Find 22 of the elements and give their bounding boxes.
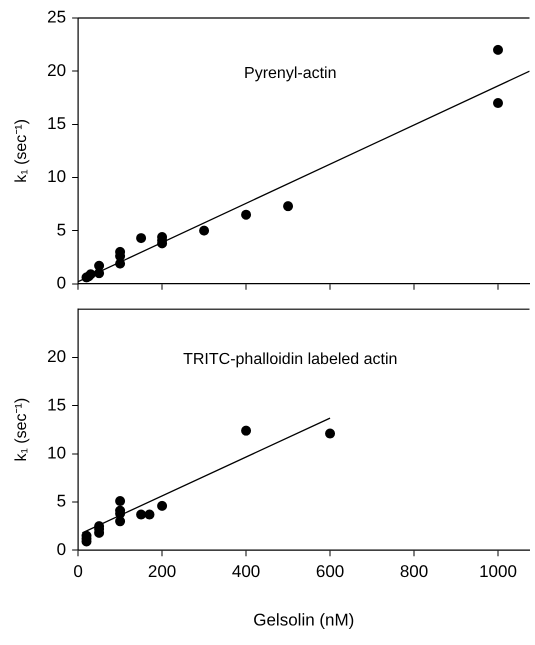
x-tick-label: 1000 [479,562,517,582]
annotation: Pyrenyl-actin [244,65,337,82]
y-tick-label: 20 [47,60,66,80]
x-tick-label: 400 [232,562,260,582]
y-tick-label: 10 [47,167,66,186]
x-tick-label: 0 [73,562,83,582]
y-tick-label: 25 [47,8,66,27]
y-tick-label: 15 [47,395,66,414]
y-tick-label: 15 [47,114,66,134]
y-axis-title: k₁ (sec⁻¹) [13,398,30,462]
y-tick-label: 5 [56,492,66,511]
y-tick-label: 0 [56,273,66,292]
x-axis-title: Gelsolin (nM) [253,610,354,630]
y-tick-label: 10 [47,443,66,462]
x-tick-label: 200 [148,562,176,582]
annotation: TRITC-phalloidin labeled actin [183,351,398,368]
y-axis-title: k₁ (sec⁻¹) [13,119,30,183]
y-tick-label: 20 [47,347,66,366]
x-tick-label: 800 [400,562,428,582]
x-tick-label: 600 [316,562,344,582]
y-tick-label: 5 [56,220,66,240]
y-tick-label: 0 [56,540,66,559]
